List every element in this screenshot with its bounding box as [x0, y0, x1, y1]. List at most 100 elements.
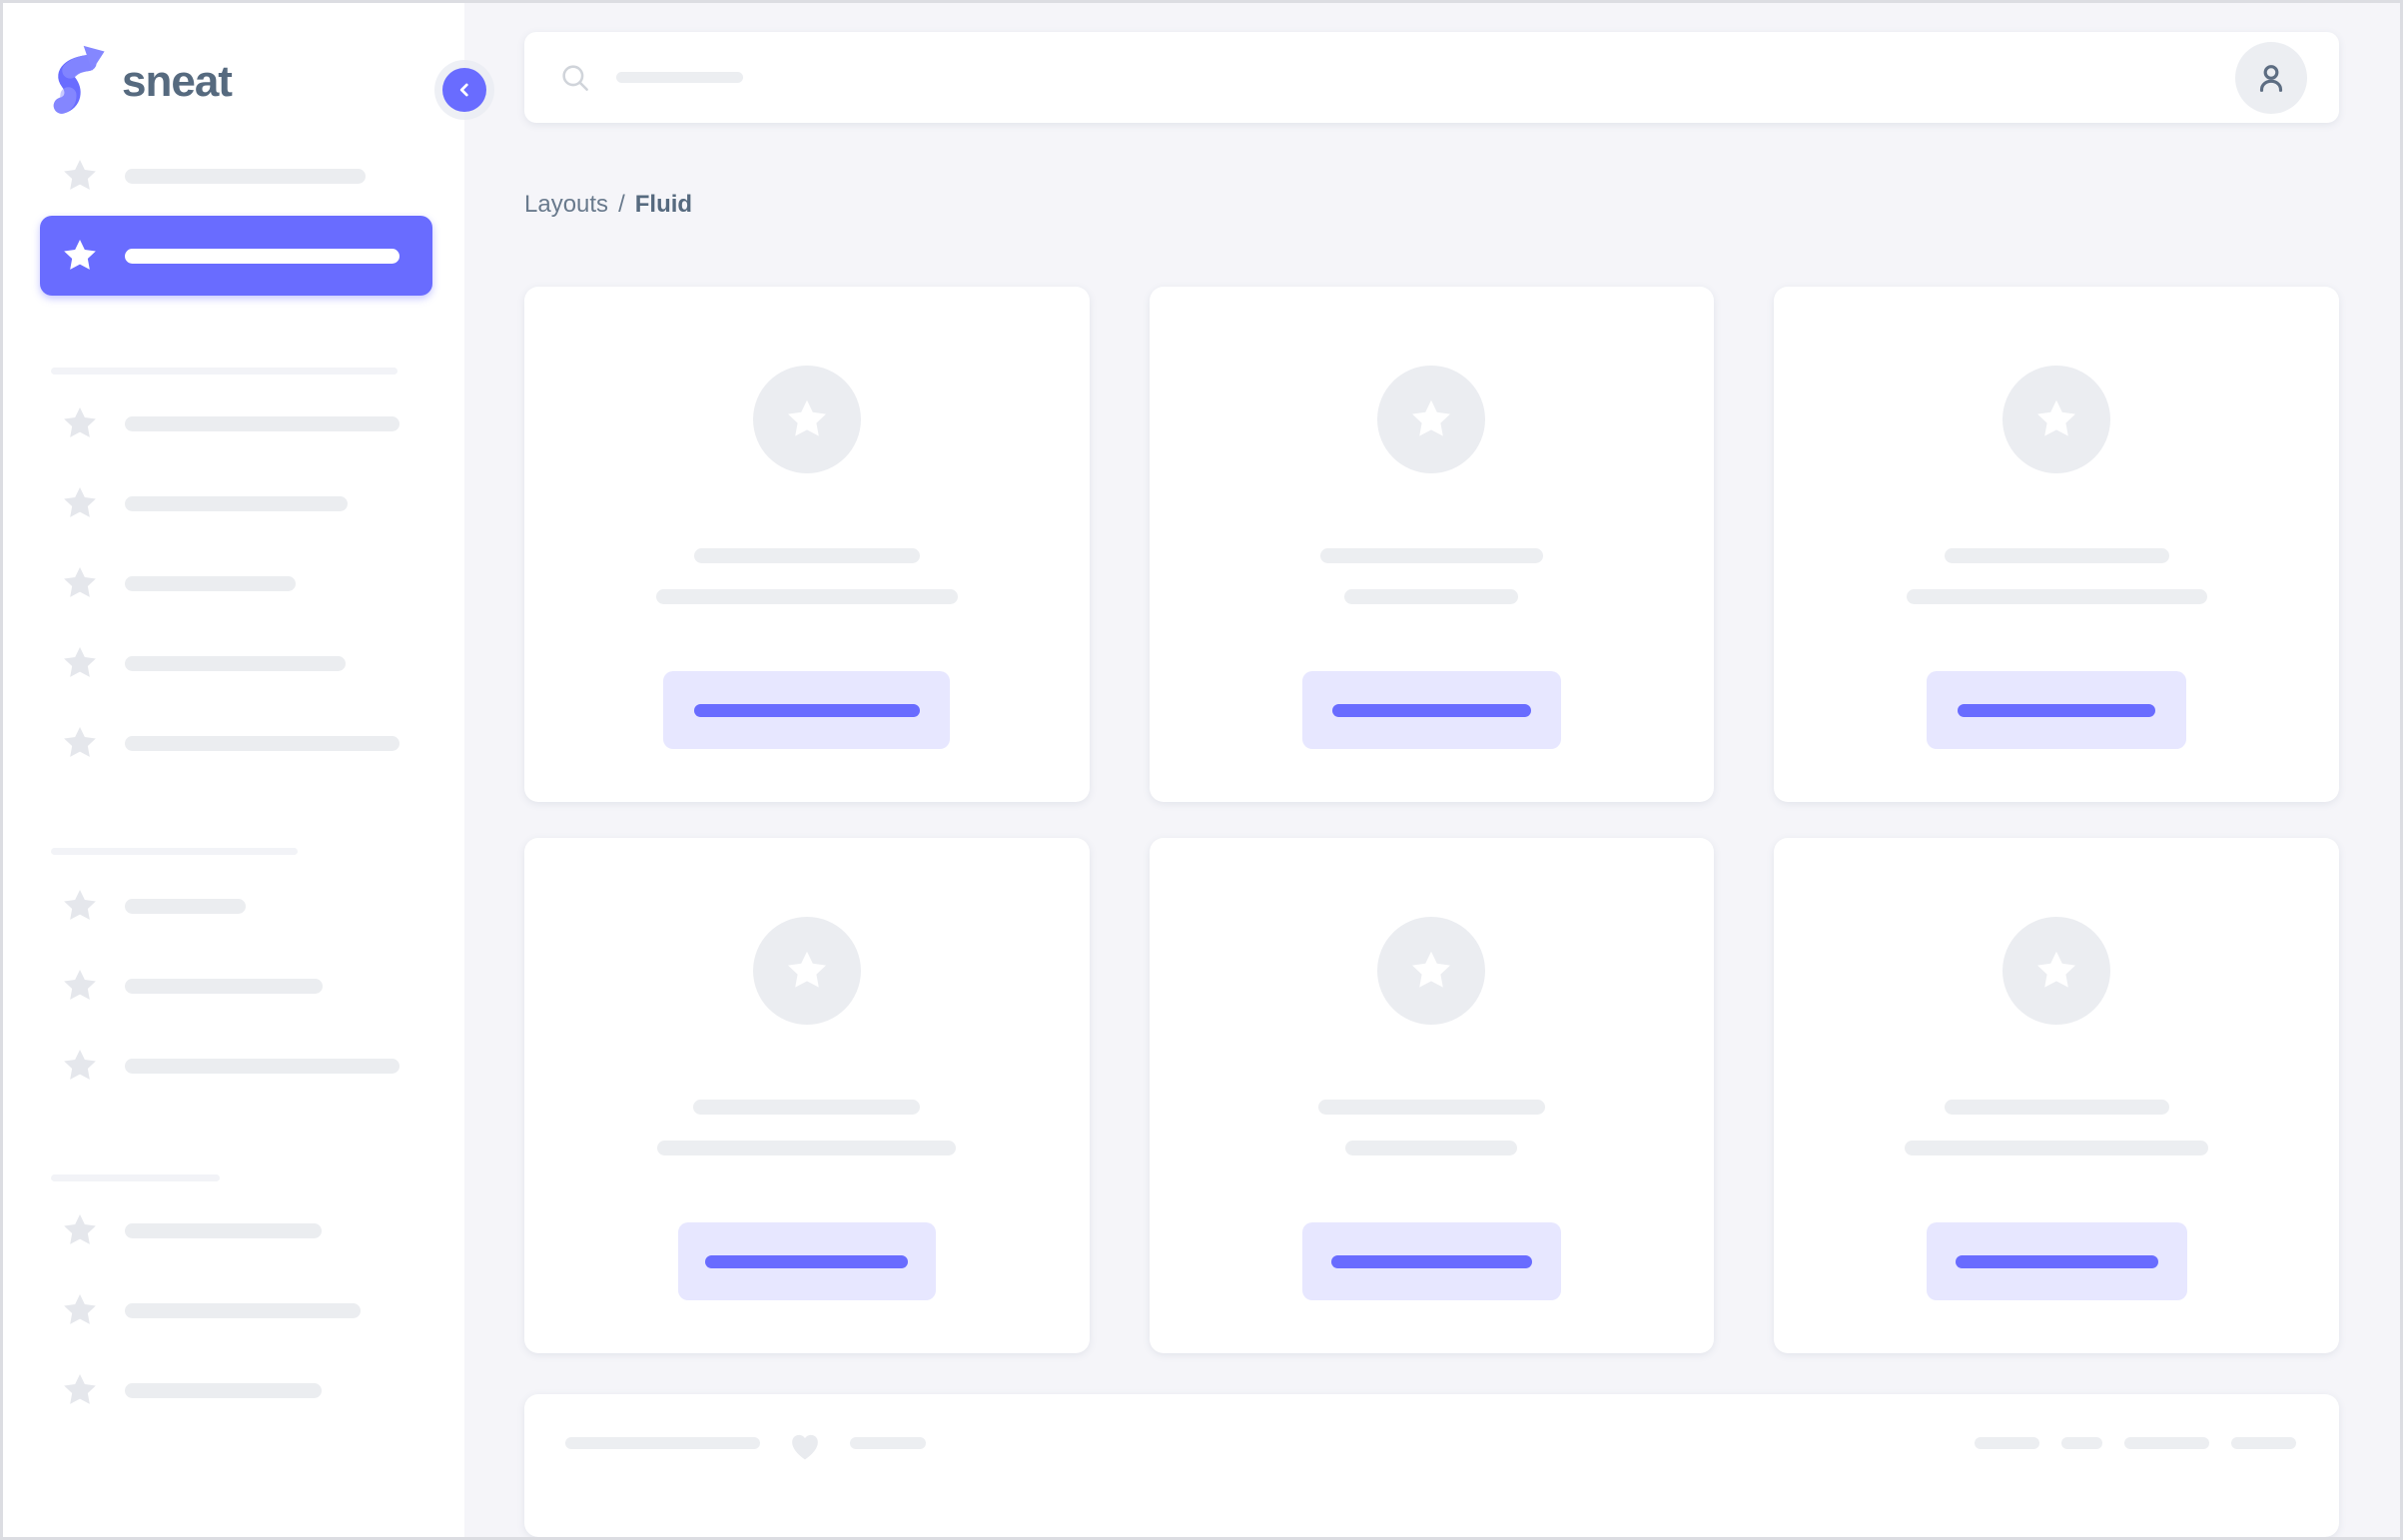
demo-card [1149, 838, 1715, 1354]
person-icon [2259, 64, 2283, 92]
card-avatar [2002, 917, 2111, 1026]
menu-label-placeholder [125, 978, 323, 994]
brand-name: sneat [122, 57, 233, 106]
menu-section-divider [51, 1174, 220, 1181]
card-text-placeholder [1906, 589, 2207, 605]
footer-action-placeholder [2061, 1437, 2102, 1450]
sidebar-item[interactable] [40, 1270, 432, 1350]
star-icon [64, 567, 96, 597]
menu-label-placeholder [125, 1222, 322, 1238]
search-placeholder-bar [616, 72, 743, 84]
sidebar: sneat [3, 3, 486, 1537]
card-title-placeholder [693, 1100, 921, 1116]
sidebar-item-active[interactable] [40, 216, 432, 296]
card-title-placeholder [693, 548, 920, 564]
sidebar-collapse-button[interactable] [442, 68, 486, 112]
star-icon [787, 400, 826, 436]
star-icon [787, 952, 826, 988]
star-icon [1412, 400, 1451, 436]
demo-card [524, 838, 1090, 1354]
card-text-placeholder [1345, 1141, 1518, 1156]
card-avatar [752, 366, 861, 474]
star-icon [64, 970, 96, 1000]
sidebar-menu [3, 136, 464, 1430]
menu-label-placeholder [125, 735, 400, 751]
menu-label-placeholder [125, 495, 348, 511]
card-title-placeholder [1944, 548, 2169, 564]
star-icon [2037, 952, 2076, 988]
sidebar-item[interactable] [40, 384, 432, 463]
star-icon [64, 1374, 96, 1404]
breadcrumb: Layouts / Fluid [524, 191, 2339, 219]
star-icon [64, 1294, 96, 1324]
star-icon [64, 890, 96, 920]
menu-label-placeholder [125, 655, 346, 671]
sidebar-item[interactable] [40, 463, 432, 543]
menu-label-placeholder [125, 415, 400, 431]
demo-card [1774, 838, 2339, 1354]
star-icon [64, 240, 96, 270]
user-avatar-button[interactable] [2235, 41, 2307, 114]
menu-label-placeholder [125, 898, 246, 914]
sidebar-item[interactable] [40, 946, 432, 1026]
search-bar [524, 32, 2339, 124]
star-icon [64, 727, 96, 757]
card-text-placeholder [1905, 1141, 2209, 1156]
main-content: Layouts / Fluid [464, 3, 2400, 1537]
card-button[interactable] [677, 1222, 936, 1301]
footer-left-group [565, 1425, 926, 1462]
card-avatar [1377, 917, 1486, 1026]
breadcrumb-current-page: Fluid [634, 191, 693, 219]
card-button[interactable] [1301, 1222, 1561, 1301]
menu-section-divider [51, 848, 298, 855]
menu-label-placeholder [125, 168, 366, 184]
sidebar-item[interactable] [40, 623, 432, 703]
menu-section-divider [51, 368, 398, 375]
footer-card [524, 1394, 2339, 1537]
card-title-placeholder [1944, 1100, 2169, 1116]
star-icon [64, 160, 96, 190]
sidebar-item[interactable] [40, 1190, 432, 1270]
search-input[interactable] [558, 61, 2235, 95]
star-icon [64, 487, 96, 517]
cards-grid [524, 287, 2339, 1354]
menu-label-placeholder [125, 575, 296, 591]
card-button[interactable] [1301, 671, 1561, 750]
footer-action-placeholder [2231, 1437, 2296, 1450]
sneat-logo-icon [53, 45, 105, 114]
star-icon [64, 1214, 96, 1244]
button-label-placeholder [1330, 1254, 1532, 1268]
sidebar-item[interactable] [40, 703, 432, 783]
menu-label-placeholder [125, 1302, 361, 1318]
chevron-left-icon [459, 83, 468, 97]
sidebar-item[interactable] [40, 1026, 432, 1106]
star-icon [64, 647, 96, 677]
card-text-placeholder [1344, 589, 1519, 605]
heart-icon [792, 1434, 818, 1460]
card-avatar [752, 917, 861, 1026]
sidebar-item[interactable] [40, 136, 432, 216]
brand[interactable]: sneat [3, 3, 464, 121]
card-avatar [1377, 366, 1486, 474]
card-text-placeholder [657, 1141, 957, 1156]
card-button[interactable] [1926, 1222, 2187, 1301]
card-button[interactable] [663, 671, 951, 750]
star-icon [2037, 400, 2076, 436]
breadcrumb-separator: / [618, 191, 625, 219]
footer-text-placeholder [850, 1437, 926, 1450]
button-label-placeholder [693, 703, 920, 717]
search-icon [562, 65, 588, 91]
star-icon [64, 1050, 96, 1080]
menu-label-placeholder [125, 1382, 322, 1398]
button-label-placeholder [705, 1254, 909, 1268]
card-title-placeholder [1317, 1100, 1545, 1116]
card-button[interactable] [1927, 671, 2187, 750]
card-avatar [2002, 366, 2111, 474]
button-label-placeholder [1958, 703, 2156, 717]
demo-card [524, 287, 1090, 803]
menu-label-placeholder [125, 1058, 400, 1074]
breadcrumb-link-layouts[interactable]: Layouts [524, 191, 609, 219]
sidebar-item[interactable] [40, 866, 432, 946]
sidebar-item[interactable] [40, 543, 432, 623]
sidebar-item[interactable] [40, 1350, 432, 1430]
